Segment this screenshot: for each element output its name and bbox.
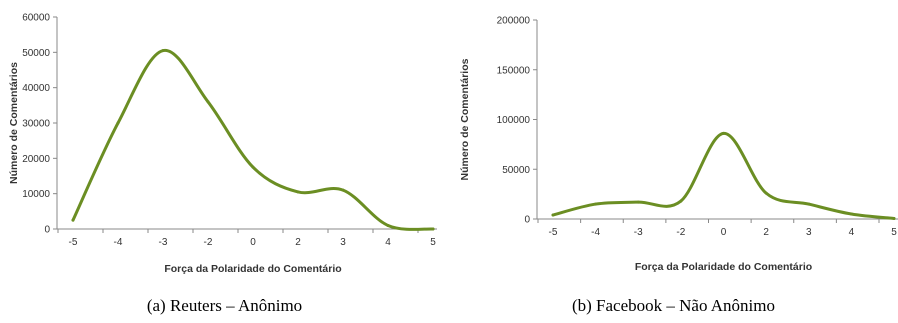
reuters-y-tick-label: 0 bbox=[44, 225, 50, 236]
facebook-y-tick-label: 150000 bbox=[497, 65, 531, 76]
facebook-y-tick-label: 0 bbox=[524, 215, 530, 226]
facebook-data-point bbox=[807, 202, 811, 206]
reuters-data-point bbox=[431, 227, 435, 231]
facebook-y-tick-label: 200000 bbox=[497, 16, 531, 27]
facebook-x-tick-label: -2 bbox=[676, 227, 685, 238]
reuters-y-tick-label: 60000 bbox=[22, 13, 50, 24]
reuters-data-point bbox=[206, 100, 210, 104]
facebook-data-point bbox=[679, 199, 683, 203]
reuters-x-axis-title: Força da Polaridade do Comentário bbox=[164, 263, 341, 275]
facebook-series-line bbox=[551, 131, 896, 221]
facebook-data-point bbox=[722, 131, 725, 135]
reuters-series-line bbox=[71, 49, 435, 231]
reuters-x-tick-label: -4 bbox=[114, 237, 123, 248]
facebook-data-point bbox=[551, 213, 555, 217]
caption-facebook: (b) Facebook – Não Anônimo bbox=[571, 296, 776, 315]
reuters-data-point bbox=[341, 188, 345, 192]
reuters-x-tick-label: 4 bbox=[385, 237, 391, 248]
facebook-y-axis-title: Número de Comentários bbox=[459, 58, 471, 180]
reuters-y-tick-label: 20000 bbox=[22, 154, 50, 165]
reuters-y-tick-label: 30000 bbox=[22, 119, 50, 130]
reuters-data-point bbox=[251, 165, 255, 169]
chart-panel-facebook: 0 50000 100000 150000 200000 -5 -4 -3 -2 0 2 3 4 5 For… bbox=[449, 0, 898, 323]
reuters-x-tick-label: 3 bbox=[340, 237, 346, 248]
reuters-x-tick-label: 2 bbox=[295, 237, 301, 248]
reuters-x-tick-label: -5 bbox=[69, 237, 78, 248]
facebook-x-tick-label: -5 bbox=[549, 227, 558, 238]
facebook-x-tick-label: 4 bbox=[849, 227, 855, 238]
reuters-x-tick-label: 0 bbox=[250, 237, 256, 248]
reuters-data-point bbox=[386, 223, 390, 227]
chart-panel-reuters: 0 10000 20000 30000 40000 50000 60000 -5 -4 -3 -2 0… bbox=[8, 13, 437, 315]
reuters-data-point bbox=[71, 218, 75, 222]
facebook-data-point bbox=[764, 191, 768, 195]
facebook-data-point bbox=[636, 200, 640, 204]
reuters-x-tick-label: -2 bbox=[204, 237, 213, 248]
caption-reuters: (a) Reuters – Anônimo bbox=[146, 296, 303, 315]
reuters-y-axis-title: Número de Comentários bbox=[8, 62, 20, 184]
reuters-y-tick-label: 10000 bbox=[22, 189, 50, 200]
reuters-x-tick-label: 5 bbox=[430, 237, 436, 248]
reuters-data-point bbox=[116, 121, 120, 125]
facebook-y-tick-label: 100000 bbox=[497, 115, 531, 126]
reuters-y-tick-label: 50000 bbox=[22, 48, 50, 59]
facebook-x-tick-label: 5 bbox=[891, 227, 897, 238]
facebook-x-tick-label: 0 bbox=[721, 227, 727, 238]
facebook-data-point bbox=[892, 217, 896, 221]
reuters-y-tick-label: 40000 bbox=[22, 83, 50, 94]
reuters-data-point bbox=[296, 190, 300, 194]
facebook-x-tick-label: 3 bbox=[806, 227, 812, 238]
facebook-y-tick-label: 50000 bbox=[502, 165, 530, 176]
facebook-x-axis-title: Força da Polaridade do Comentário bbox=[635, 261, 812, 273]
facebook-x-tick-label: 2 bbox=[763, 227, 769, 238]
facebook-x-tick-label: -4 bbox=[591, 227, 600, 238]
reuters-x-tick-label: -3 bbox=[159, 237, 168, 248]
facebook-x-tick-label: -3 bbox=[634, 227, 643, 238]
facebook-data-point bbox=[849, 212, 853, 216]
facebook-data-point bbox=[594, 202, 598, 206]
chart-facebook-svg: 0 50000 100000 150000 200000 -5 -4 -3 -2 0 2 3 4 5 For… bbox=[459, 16, 898, 273]
chart-reuters-svg: 0 10000 20000 30000 40000 50000 60000 -5 -4 -3 -2 0… bbox=[8, 13, 437, 275]
reuters-data-point bbox=[161, 49, 165, 53]
